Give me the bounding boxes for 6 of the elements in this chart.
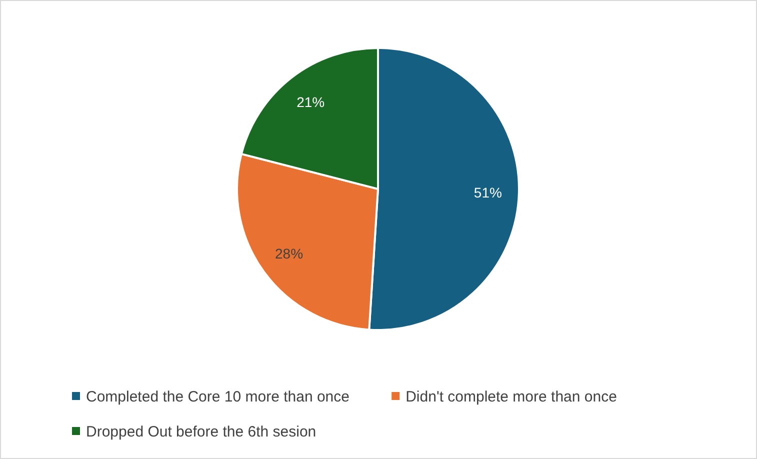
- data-label: 21%: [296, 94, 325, 110]
- legend-label: Didn't complete more than once: [406, 388, 617, 406]
- data-label: 28%: [275, 246, 304, 262]
- legend-label: Completed the Core 10 more than once: [86, 388, 350, 406]
- data-label: 51%: [474, 184, 502, 200]
- legend-label: Dropped Out before the 6th sesion: [86, 423, 316, 440]
